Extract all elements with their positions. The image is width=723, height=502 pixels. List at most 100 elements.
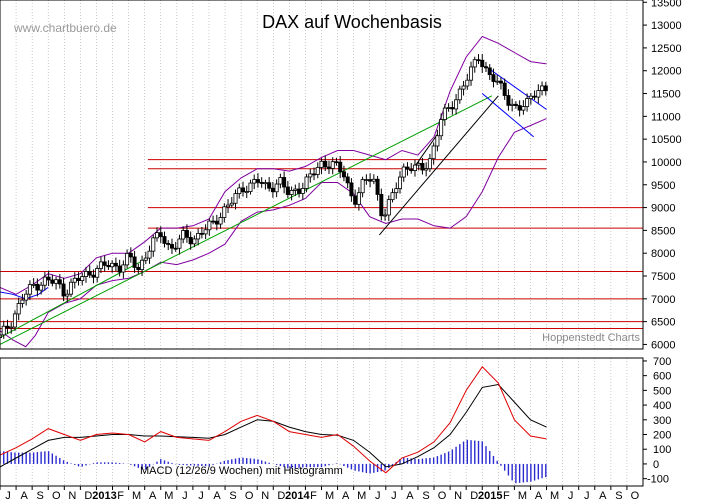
candle-down — [76, 277, 81, 282]
x-tick-label: M — [357, 490, 366, 502]
price-tick-label: 8500 — [651, 225, 675, 237]
candle-up — [80, 276, 85, 282]
x-tick-label: F — [310, 490, 317, 502]
candle-up — [203, 229, 208, 235]
candle-down — [506, 95, 511, 106]
lower-band-line — [0, 118, 547, 348]
x-tick-label: J — [391, 490, 397, 502]
candle-up — [360, 179, 365, 194]
candle-up — [248, 182, 253, 193]
candle-up — [446, 107, 451, 109]
x-tick-label: O — [245, 490, 254, 502]
price-tick-label: 7500 — [651, 271, 675, 283]
candle-up — [233, 193, 238, 204]
price-y-axis: 6000 6500 7000 7500 8000 8500 9000 9500 10000 105… — [643, 0, 682, 351]
candle-up — [72, 277, 77, 283]
x-tick-label: J — [198, 490, 204, 502]
macd-tick-label: 100 — [653, 444, 671, 456]
price-tick-label: 6000 — [651, 339, 675, 351]
price-tick-label: 12000 — [651, 66, 682, 78]
candle-down — [543, 85, 548, 92]
candle-down — [87, 271, 92, 276]
x-tick-label: D — [277, 490, 285, 502]
x-tick-label: O — [438, 490, 447, 502]
candle-down — [132, 256, 137, 268]
price-panel-frame — [0, 0, 644, 350]
candle-up — [472, 59, 477, 68]
candle-down — [162, 236, 167, 244]
price-tick-label: 7000 — [651, 294, 675, 306]
macd-y-axis: -100 0 100 200 300 400 500 600 700 — [643, 356, 671, 486]
candle-up — [140, 259, 145, 270]
candle-up — [278, 177, 283, 185]
candle-down — [312, 173, 317, 176]
x-tick-label: J — [568, 490, 574, 502]
candle-up — [95, 268, 100, 278]
x-tick-label: A — [213, 490, 221, 502]
candle-up — [54, 279, 59, 284]
candle-up — [229, 202, 234, 206]
candle-up — [207, 220, 212, 231]
candle-down — [282, 177, 287, 188]
candle-up — [155, 232, 160, 239]
price-tick-label: 9500 — [651, 180, 675, 192]
candle-down — [375, 178, 380, 195]
candle-up — [252, 179, 257, 184]
candle-down — [491, 74, 496, 82]
candle-down — [368, 179, 373, 182]
candle-up — [439, 119, 444, 137]
price-tick-label: 8000 — [651, 248, 675, 260]
x-tick-label: A — [535, 490, 543, 502]
candle-up — [110, 262, 115, 268]
candle-down — [483, 66, 488, 69]
candle-up — [24, 293, 29, 301]
candle-up — [528, 95, 533, 99]
upper-band-line — [0, 35, 547, 295]
candle-down — [188, 236, 193, 245]
macd-tick-label: 200 — [653, 430, 671, 442]
candle-up — [442, 107, 447, 120]
macd-tick-label: 600 — [653, 371, 671, 383]
candle-down — [450, 107, 455, 110]
price-grid — [15, 0, 628, 349]
candle-down — [405, 166, 410, 170]
candle-down — [326, 166, 331, 169]
x-tick-label: 2014 — [285, 490, 310, 502]
candle-up — [469, 66, 474, 81]
candle-up — [98, 261, 103, 269]
candle-up — [218, 217, 223, 225]
candle-up — [65, 293, 70, 297]
x-tick-label: J — [182, 490, 188, 502]
candle-up — [244, 191, 249, 194]
price-tick-label: 11000 — [651, 111, 681, 123]
candle-up — [536, 90, 541, 98]
candle-down — [211, 220, 216, 223]
candle-up — [308, 173, 313, 178]
x-tick-label: 2013 — [92, 490, 116, 502]
candle-up — [20, 299, 25, 304]
candle-down — [50, 279, 55, 284]
candle-up — [304, 176, 309, 189]
x-tick-label: S — [37, 490, 44, 502]
x-tick-label: N — [68, 490, 76, 502]
candle-up — [237, 187, 242, 195]
candle-up — [0, 334, 3, 338]
candle-down — [480, 59, 485, 68]
candle-down — [113, 262, 118, 267]
candle-up — [431, 145, 436, 160]
price-tick-label: 13500 — [651, 0, 682, 9]
candle-up — [300, 188, 305, 194]
chart-title: DAX auf Wochenbasis — [262, 12, 442, 32]
candle-down — [345, 176, 350, 184]
candle-down — [341, 171, 346, 178]
x-tick-label: S — [422, 490, 429, 502]
candle-down — [166, 243, 171, 245]
candle-down — [259, 182, 264, 184]
candle-up — [364, 179, 369, 181]
candle-up — [42, 276, 47, 286]
candle-up — [435, 135, 440, 147]
candle-up — [143, 257, 148, 261]
candle-up — [390, 192, 395, 201]
